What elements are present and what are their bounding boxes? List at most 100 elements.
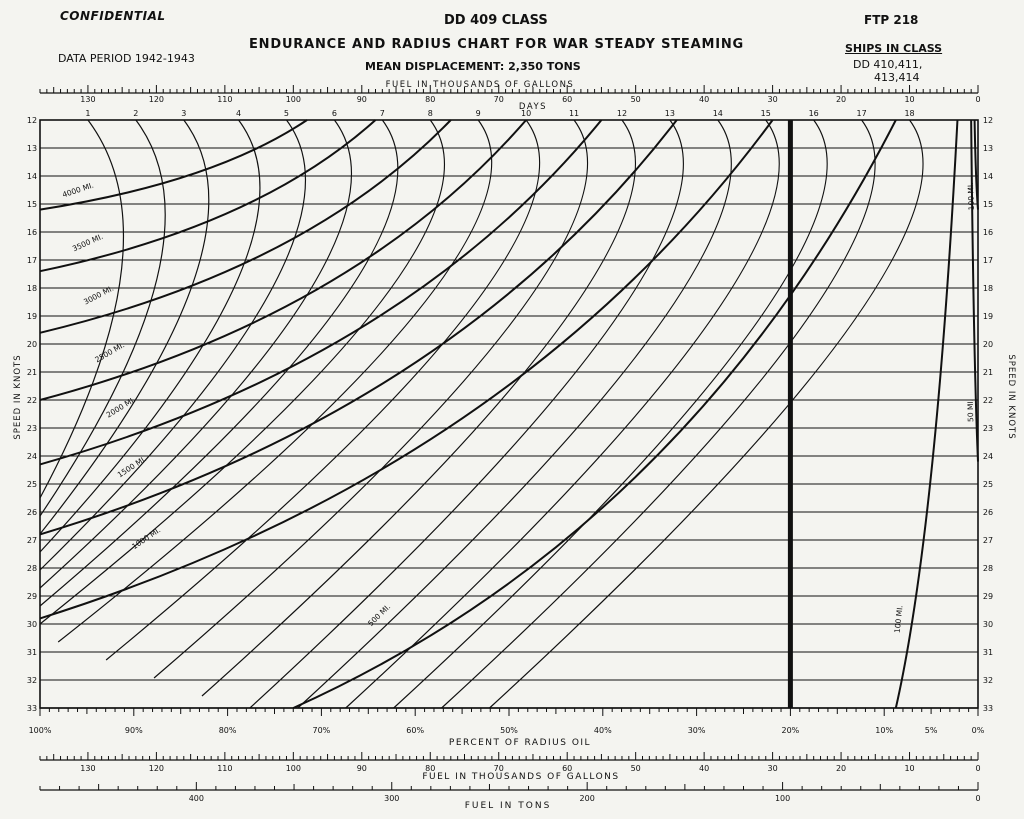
radius-curve bbox=[39, 119, 603, 466]
speed-tick-label-left: 23 bbox=[27, 424, 37, 433]
day-curve bbox=[441, 119, 876, 709]
speed-tick-label-left: 19 bbox=[27, 312, 37, 321]
speed-tick-label-right: 14 bbox=[983, 172, 993, 181]
day-curve bbox=[345, 119, 780, 709]
speed-tick-label-left: 28 bbox=[27, 564, 37, 573]
radius-curve-label: 3000 MI. bbox=[82, 284, 115, 307]
radius-curve bbox=[973, 119, 979, 210]
day-tick-label: 7 bbox=[380, 109, 385, 118]
top-fuel-tick-label: 50 bbox=[631, 95, 641, 104]
ships-in-class-title: SHIPS IN CLASS bbox=[845, 42, 943, 55]
speed-tick-label-right: 12 bbox=[983, 116, 993, 125]
day-tick-label: 6 bbox=[332, 109, 337, 118]
chart-title: ENDURANCE AND RADIUS CHART FOR WAR STEAD… bbox=[249, 37, 744, 52]
day-tick-label: 8 bbox=[428, 109, 433, 118]
speed-tick-label-right: 19 bbox=[983, 312, 993, 321]
bottom-fuel-tick-label: 20 bbox=[836, 764, 846, 773]
percent-radius-axis-label: PERCENT OF RADIUS OIL bbox=[449, 738, 591, 748]
speed-tick-label-right: 16 bbox=[983, 228, 993, 237]
radius-curve-label: 3500 MI. bbox=[71, 232, 104, 254]
speed-tick-label-right: 26 bbox=[983, 508, 993, 517]
speed-tick-label-left: 18 bbox=[27, 284, 37, 293]
radius-curve bbox=[292, 119, 897, 709]
speed-tick-label-right: 32 bbox=[983, 676, 993, 685]
percent-tick-label: 70% bbox=[313, 726, 331, 735]
radius-curve-label: 100 MI. bbox=[893, 605, 905, 634]
speed-tick-label-right: 20 bbox=[983, 340, 993, 349]
speed-tick-label-left: 24 bbox=[27, 452, 37, 461]
speed-tick-label-left: 26 bbox=[27, 508, 37, 517]
top-fuel-tick-label: 90 bbox=[357, 95, 367, 104]
radius-curve bbox=[39, 119, 527, 401]
bottom-fuel-tick-label: 50 bbox=[631, 764, 641, 773]
plot-frame bbox=[39, 119, 979, 709]
radius-curve bbox=[39, 119, 377, 273]
percent-tick-label: 50% bbox=[500, 726, 518, 735]
day-tick-label: 17 bbox=[857, 109, 867, 118]
top-fuel-tick-label: 60 bbox=[562, 95, 572, 104]
day-tick-label: 9 bbox=[476, 109, 481, 118]
confidential-label: CONFIDENTIAL bbox=[60, 9, 166, 23]
speed-tick-label-left: 12 bbox=[27, 116, 37, 125]
speed-tick-label-left: 13 bbox=[27, 144, 37, 153]
day-tick-label: 1 bbox=[85, 109, 90, 118]
radius-curve bbox=[39, 119, 774, 620]
radius-curve-label: 2000 MI. bbox=[105, 395, 137, 420]
top-fuel-axis-label: FUEL IN THOUSANDS OF GALLONS bbox=[386, 80, 575, 90]
percent-tick-label: 60% bbox=[406, 726, 424, 735]
bottom-fuel-tick-label: 30 bbox=[768, 764, 778, 773]
top-fuel-tick-label: 40 bbox=[699, 95, 709, 104]
speed-tick-label-right: 31 bbox=[983, 648, 993, 657]
day-tick-label: 3 bbox=[181, 109, 186, 118]
fuel-tons-tick-label: 0 bbox=[975, 794, 980, 803]
speed-tick-label-right: 27 bbox=[983, 536, 993, 545]
bottom-fuel-tick-label: 70 bbox=[494, 764, 504, 773]
percent-tick-label: 40% bbox=[594, 726, 612, 735]
percent-tick-label: 0% bbox=[972, 726, 985, 735]
day-curve bbox=[39, 119, 307, 571]
mean-displacement: MEAN DISPLACEMENT: 2,350 TONS bbox=[365, 60, 581, 73]
day-curve bbox=[39, 119, 125, 499]
bottom-fuel-tick-label: 60 bbox=[562, 764, 572, 773]
speed-tick-label-left: 29 bbox=[27, 592, 37, 601]
radius-curve-label: 100 MI. bbox=[966, 182, 976, 210]
day-curve bbox=[105, 119, 541, 661]
bottom-fuel-tons-axis-label: FUEL IN TONS bbox=[465, 801, 552, 811]
day-tick-label: 14 bbox=[713, 109, 723, 118]
percent-tick-label: 90% bbox=[125, 726, 143, 735]
top-fuel-tick-label: 80 bbox=[425, 95, 435, 104]
data-period: DATA PERIOD 1942-1943 bbox=[58, 52, 195, 65]
day-tick-label: 15 bbox=[761, 109, 771, 118]
percent-tick-label: 30% bbox=[688, 726, 706, 735]
grid-layer bbox=[39, 119, 979, 709]
radius-curve bbox=[39, 119, 452, 334]
speed-tick-label-right: 21 bbox=[983, 368, 993, 377]
bottom-fuel-tick-label: 100 bbox=[286, 764, 301, 773]
day-curve bbox=[39, 119, 261, 553]
ships-line-2: 413,414 bbox=[874, 71, 920, 84]
radius-curve bbox=[39, 119, 678, 536]
speed-tick-label-right: 30 bbox=[983, 620, 993, 629]
speed-tick-label-left: 30 bbox=[27, 620, 37, 629]
percent-tick-label: 5% bbox=[925, 726, 938, 735]
day-curve bbox=[57, 119, 493, 643]
day-tick-label: 4 bbox=[236, 109, 241, 118]
speed-tick-label-left: 31 bbox=[27, 648, 37, 657]
speed-tick-label-left: 22 bbox=[27, 396, 37, 405]
day-tick-label: 13 bbox=[665, 109, 675, 118]
day-tick-label: 2 bbox=[133, 109, 138, 118]
day-curve bbox=[39, 119, 399, 607]
day-curve bbox=[153, 119, 589, 679]
speed-tick-label-left: 21 bbox=[27, 368, 37, 377]
top-fuel-tick-label: 20 bbox=[836, 95, 846, 104]
fuel-tons-tick-label: 300 bbox=[384, 794, 399, 803]
curves-layer bbox=[39, 119, 979, 709]
day-curve bbox=[297, 119, 732, 709]
fuel-tons-tick-label: 400 bbox=[189, 794, 204, 803]
speed-tick-label-right: 33 bbox=[983, 704, 993, 713]
bottom-fuel-gallons-axis-label: FUEL IN THOUSANDS OF GALLONS bbox=[422, 772, 619, 782]
day-curve bbox=[39, 119, 210, 535]
speed-tick-label-right: 29 bbox=[983, 592, 993, 601]
